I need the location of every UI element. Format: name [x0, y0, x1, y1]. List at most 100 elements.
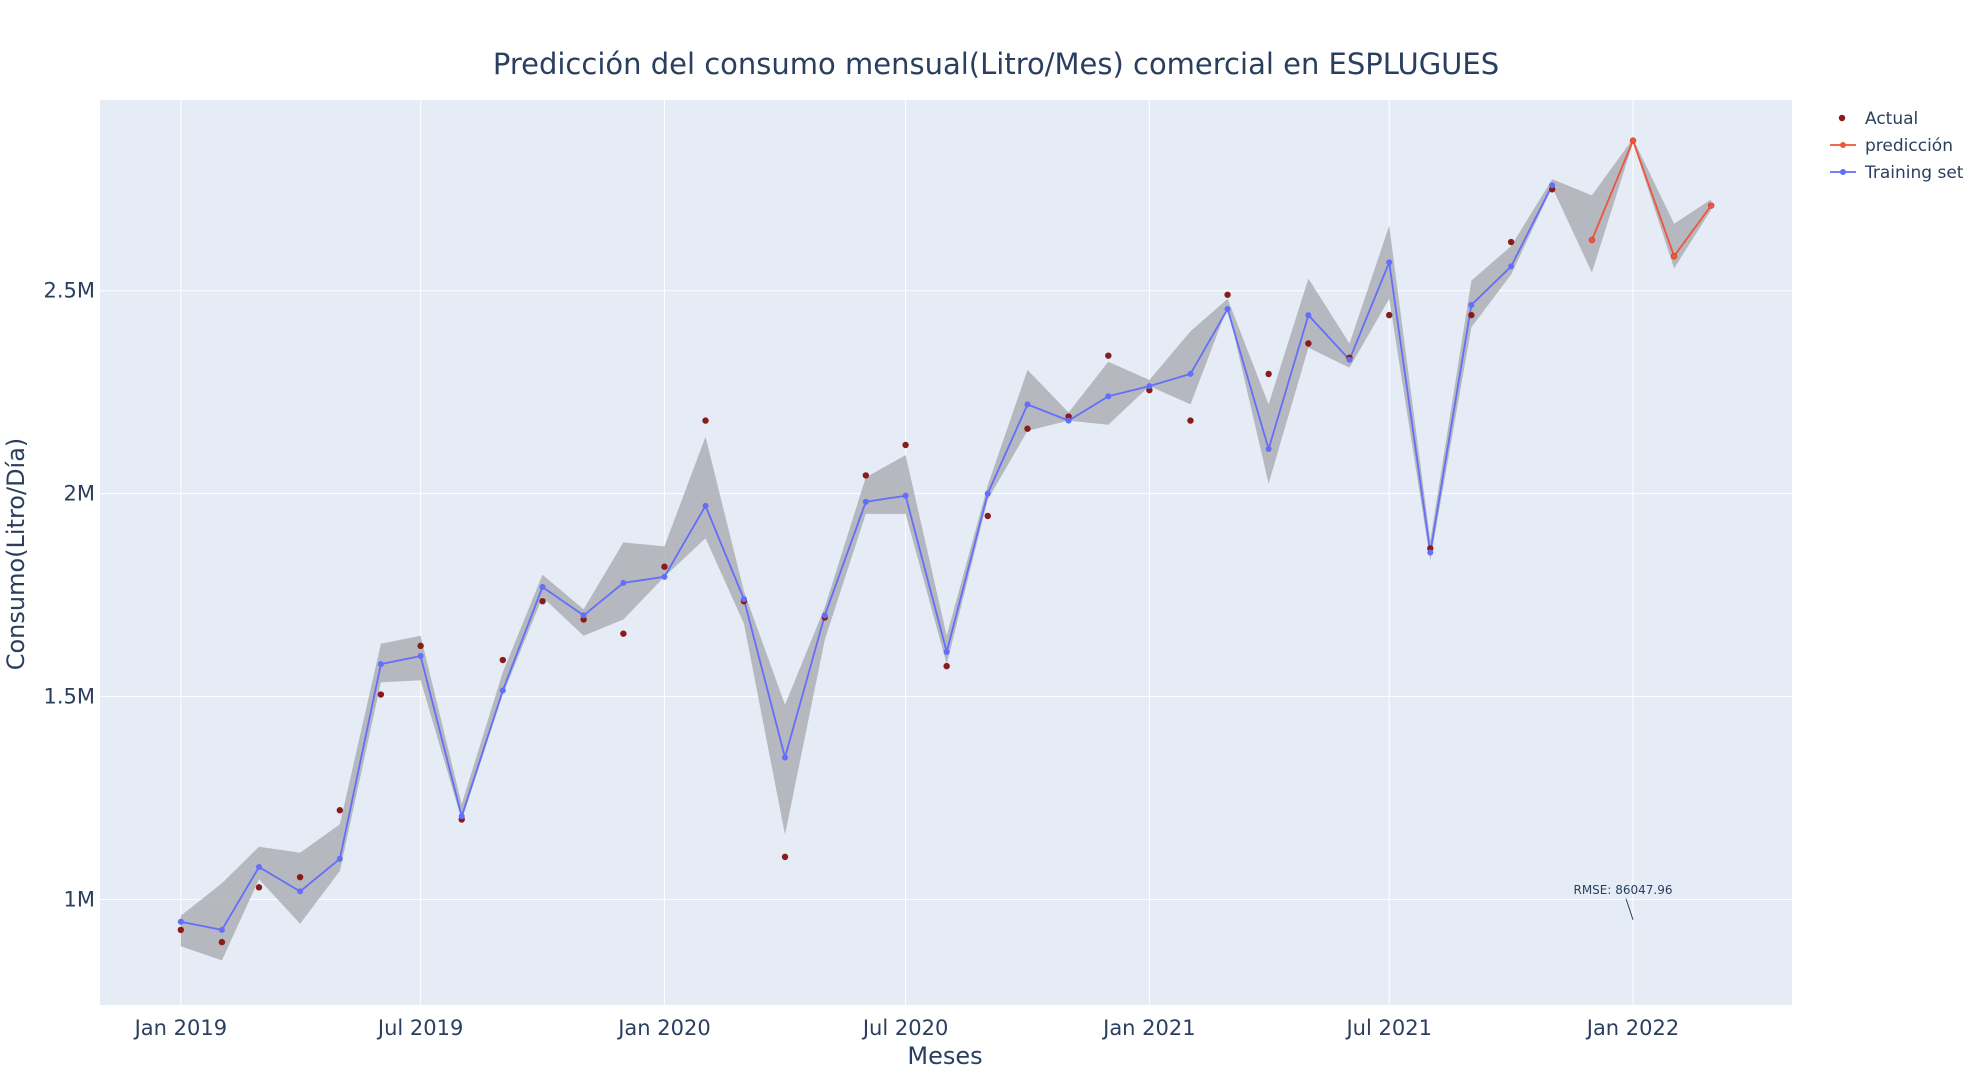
- x-tick-label: Jul 2019: [376, 1016, 463, 1040]
- training-set-point: [1346, 356, 1353, 363]
- actual-point: [1187, 417, 1194, 424]
- legend-item-training-set[interactable]: Training set: [1830, 163, 1964, 183]
- actual-point: [336, 807, 344, 814]
- actual-point: [1305, 340, 1312, 347]
- confidence-band-area: [180, 138, 1712, 961]
- actual-point: [862, 472, 870, 479]
- x-axis-title: Meses: [907, 1042, 982, 1070]
- actual-point: [177, 926, 185, 934]
- training-set-point: [1508, 263, 1515, 270]
- actual-point: [1265, 370, 1272, 378]
- training-set-point: [1265, 446, 1272, 453]
- training-set-point: [702, 502, 709, 509]
- training-set-point: [1386, 259, 1393, 266]
- actual-point: [218, 938, 226, 946]
- training-set-point: [377, 661, 384, 668]
- y-tick-label: 2.5M: [43, 279, 95, 303]
- actual-point: [1024, 425, 1031, 432]
- y-axis-ticks: 1M 1.5M 2M 2.5M: [43, 279, 95, 912]
- actual-point: [1386, 311, 1393, 319]
- training-set-point: [1187, 370, 1194, 377]
- legend[interactable]: Actual predicción Training set: [1830, 109, 1964, 183]
- prediccion-point: [1708, 202, 1715, 209]
- actual-point: [984, 512, 991, 520]
- prediccion-point: [1671, 253, 1678, 260]
- x-tick-label: Jan 2021: [1101, 1016, 1196, 1040]
- actual-point: [1224, 291, 1231, 298]
- legend-symbol: [1840, 169, 1846, 175]
- training-set-point: [1024, 401, 1031, 408]
- plot-area: [100, 100, 1792, 1005]
- y-tick-label: 1M: [64, 887, 95, 911]
- training-set-point: [255, 864, 262, 871]
- series-markers: [177, 137, 1715, 946]
- actual-point: [1468, 311, 1475, 319]
- x-tick-label: Jul 2021: [1344, 1016, 1431, 1040]
- training-set-point: [580, 612, 587, 619]
- legend-label: Actual: [1865, 109, 1918, 129]
- training-set-point: [984, 490, 991, 497]
- training-set-point: [862, 498, 869, 505]
- prediccion-point: [1588, 237, 1595, 244]
- actual-point: [620, 630, 627, 637]
- annotation-arrow: [1625, 898, 1634, 920]
- training-set-point: [620, 579, 627, 586]
- training-set-point: [1427, 549, 1434, 556]
- training-set-point: [1065, 417, 1072, 424]
- x-tick-label: Jan 2020: [616, 1016, 711, 1040]
- actual-point: [1105, 352, 1112, 359]
- actual-point: [499, 656, 506, 664]
- training-set-point: [661, 573, 668, 580]
- training-set-point: [458, 813, 465, 820]
- legend-item-actual[interactable]: Actual: [1838, 109, 1918, 129]
- prediccion-point: [1630, 137, 1637, 144]
- confidence-band: [180, 138, 1712, 961]
- actual-point: [943, 662, 950, 670]
- rmse-annotation: RMSE: 86047.96: [1573, 883, 1672, 897]
- chart-title: Predicción del consumo mensual(Litro/Mes…: [493, 47, 1499, 81]
- actual-point: [702, 417, 709, 424]
- training-set-point: [1305, 312, 1312, 319]
- actual-point: [539, 597, 546, 605]
- actual-point: [296, 873, 304, 881]
- y-tick-label: 2M: [64, 482, 95, 506]
- training-set-point: [902, 492, 909, 499]
- annotations: RMSE: 86047.96: [1573, 883, 1673, 920]
- training-set-point: [1146, 383, 1153, 390]
- training-set-point: [943, 648, 950, 655]
- training-set-point: [782, 754, 789, 761]
- prediccion-line: [1591, 138, 1712, 259]
- training-set-point: [499, 687, 506, 694]
- actual-point: [661, 563, 668, 570]
- training-set-point: [218, 926, 225, 933]
- training-set-point: [1105, 393, 1112, 400]
- x-axis-ticks: Jan 2019 Jul 2019 Jan 2020 Jul 2020 Jan 2021…: [133, 1016, 1680, 1040]
- legend-item-prediccion[interactable]: predicción: [1830, 136, 1953, 156]
- y-tick-label: 1.5M: [43, 685, 95, 709]
- training-set-point: [417, 652, 424, 659]
- actual-point: [902, 441, 909, 449]
- actual-point: [417, 642, 424, 650]
- x-tick-label: Jan 2022: [1585, 1016, 1680, 1040]
- legend-symbol: [1840, 142, 1846, 148]
- actual-point: [255, 884, 263, 891]
- actual-point: [781, 853, 789, 861]
- x-tick-label: Jan 2019: [133, 1016, 228, 1040]
- legend-label: Training set: [1864, 163, 1964, 183]
- x-tick-label: Jul 2020: [861, 1016, 948, 1040]
- actual-point: [377, 691, 385, 698]
- legend-label: predicción: [1865, 136, 1953, 156]
- legend-symbol: [1838, 114, 1846, 122]
- training-set-point: [1224, 306, 1231, 313]
- y-axis-title: Consumo(Litro/Día): [2, 438, 30, 671]
- training-set-point: [177, 918, 184, 925]
- training-set-point: [821, 612, 828, 619]
- training-set-point: [740, 596, 747, 603]
- training-set-point: [1549, 182, 1556, 189]
- actual-point: [1507, 238, 1515, 246]
- training-set-point: [297, 888, 304, 895]
- training-set-point: [1468, 301, 1475, 308]
- training-set-point: [539, 583, 546, 590]
- training-set-point: [336, 855, 343, 862]
